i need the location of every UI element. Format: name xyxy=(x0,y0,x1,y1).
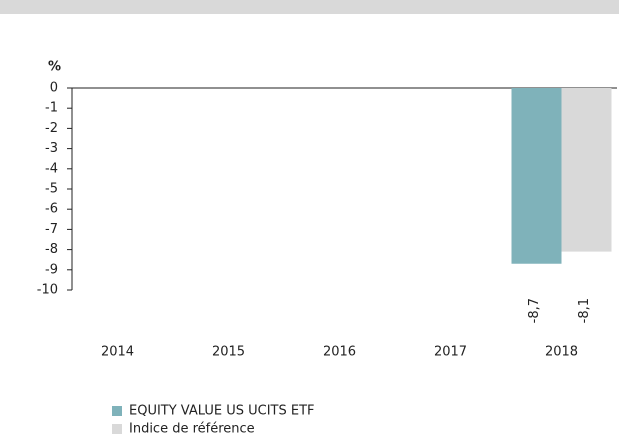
y-tick-label: -6 xyxy=(45,202,58,217)
legend-swatch xyxy=(112,424,122,434)
bar xyxy=(511,88,562,264)
legend-label: EQUITY VALUE US UCITS ETF xyxy=(129,404,315,419)
x-tick-label: 2015 xyxy=(212,345,245,360)
y-tick-label: -9 xyxy=(45,262,58,277)
value-label: -8,1 xyxy=(577,298,592,323)
y-tick-label: -10 xyxy=(37,283,58,298)
x-tick-label: 2014 xyxy=(101,345,134,360)
y-tick-label: -8 xyxy=(45,242,58,257)
bar xyxy=(561,88,612,252)
y-tick-label: -4 xyxy=(45,161,58,176)
x-tick-label: 2017 xyxy=(434,345,467,360)
legend-label: Indice de référence xyxy=(129,422,255,437)
header-band xyxy=(0,0,619,14)
value-label: -8,7 xyxy=(527,298,542,323)
y-tick-label: -5 xyxy=(45,182,58,197)
x-tick-label: 2018 xyxy=(545,345,578,360)
y-tick-label: -7 xyxy=(45,222,58,237)
legend-swatch xyxy=(112,406,122,416)
y-tick-label: 0 xyxy=(50,81,58,96)
y-tick-label: -1 xyxy=(45,101,58,116)
y-axis-label: % xyxy=(48,60,61,75)
y-tick-label: -3 xyxy=(45,141,58,156)
y-tick-label: -2 xyxy=(45,121,58,136)
x-tick-label: 2016 xyxy=(323,345,356,360)
